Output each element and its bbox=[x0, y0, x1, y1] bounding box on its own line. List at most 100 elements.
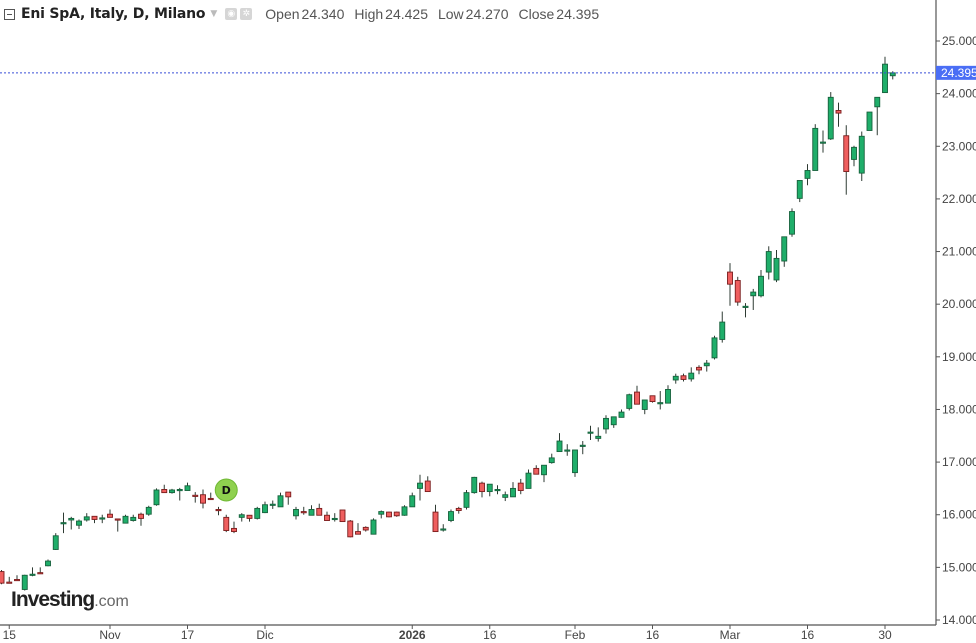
candle[interactable] bbox=[207, 492, 214, 501]
candle[interactable] bbox=[52, 533, 59, 550]
candle[interactable] bbox=[91, 515, 98, 524]
candle[interactable] bbox=[711, 335, 718, 360]
candle[interactable] bbox=[626, 393, 633, 411]
candle[interactable] bbox=[688, 367, 695, 382]
candle[interactable] bbox=[634, 385, 640, 405]
candle[interactable] bbox=[734, 276, 741, 306]
candle[interactable] bbox=[796, 180, 803, 203]
candle[interactable] bbox=[502, 491, 509, 502]
candle[interactable] bbox=[401, 505, 408, 516]
candle[interactable] bbox=[176, 487, 183, 501]
candle[interactable] bbox=[517, 478, 524, 495]
candle[interactable] bbox=[579, 441, 586, 455]
candle[interactable] bbox=[269, 500, 276, 509]
candle[interactable] bbox=[21, 574, 28, 591]
candle[interactable] bbox=[370, 518, 377, 535]
candle[interactable] bbox=[719, 311, 726, 343]
candle[interactable] bbox=[246, 514, 253, 522]
candle[interactable] bbox=[99, 514, 106, 524]
candle[interactable] bbox=[595, 427, 602, 442]
candle[interactable] bbox=[68, 516, 75, 530]
candle[interactable] bbox=[184, 482, 191, 491]
investing-logo[interactable]: Investing.com bbox=[11, 588, 129, 612]
candle[interactable] bbox=[14, 575, 20, 582]
candle[interactable] bbox=[827, 92, 834, 140]
candle[interactable] bbox=[820, 130, 826, 153]
candle[interactable] bbox=[192, 492, 199, 503]
candle[interactable] bbox=[347, 519, 354, 538]
candle[interactable] bbox=[339, 509, 346, 523]
candle[interactable] bbox=[238, 513, 245, 522]
candle[interactable] bbox=[138, 512, 144, 526]
candle[interactable] bbox=[277, 492, 284, 508]
candle[interactable] bbox=[455, 506, 462, 514]
candle[interactable] bbox=[533, 465, 540, 475]
candle[interactable] bbox=[393, 511, 400, 517]
candle[interactable] bbox=[804, 164, 811, 186]
candle[interactable] bbox=[409, 492, 416, 508]
candle[interactable] bbox=[83, 513, 90, 522]
candle[interactable] bbox=[548, 453, 555, 464]
candle[interactable] bbox=[773, 249, 780, 283]
candle[interactable] bbox=[308, 505, 315, 516]
candle[interactable] bbox=[114, 518, 121, 532]
candle[interactable] bbox=[564, 444, 571, 456]
candle[interactable] bbox=[161, 484, 168, 494]
candle[interactable] bbox=[649, 395, 656, 403]
candle[interactable] bbox=[541, 464, 547, 483]
instrument-title[interactable]: Eni SpA, Italy, D, Milano bbox=[21, 6, 206, 22]
candle[interactable] bbox=[386, 511, 392, 518]
candle[interactable] bbox=[122, 514, 129, 524]
candle[interactable] bbox=[765, 246, 772, 280]
candle[interactable] bbox=[866, 111, 873, 131]
dividend-marker[interactable]: D bbox=[214, 478, 238, 502]
candle[interactable] bbox=[200, 489, 206, 509]
candle[interactable] bbox=[76, 519, 82, 529]
candle[interactable] bbox=[696, 365, 702, 375]
candle[interactable] bbox=[463, 489, 470, 510]
candle[interactable] bbox=[215, 506, 222, 516]
candle[interactable] bbox=[316, 503, 323, 516]
candle[interactable] bbox=[479, 481, 485, 498]
candle[interactable] bbox=[789, 208, 795, 237]
candle[interactable] bbox=[262, 501, 268, 514]
candle[interactable] bbox=[665, 385, 671, 404]
candle[interactable] bbox=[448, 509, 454, 523]
candle[interactable] bbox=[882, 56, 888, 94]
candle[interactable] bbox=[727, 263, 733, 306]
candle[interactable] bbox=[703, 359, 710, 372]
candle[interactable] bbox=[603, 415, 609, 434]
candle[interactable] bbox=[29, 567, 36, 577]
candle[interactable] bbox=[285, 491, 292, 505]
candle[interactable] bbox=[618, 409, 625, 418]
candle[interactable] bbox=[293, 506, 299, 520]
candle[interactable] bbox=[471, 476, 478, 494]
candle[interactable] bbox=[610, 416, 617, 428]
candle[interactable] bbox=[169, 488, 175, 494]
candle[interactable] bbox=[525, 469, 532, 489]
candle[interactable] bbox=[680, 373, 687, 382]
candle[interactable] bbox=[60, 512, 67, 534]
candle[interactable] bbox=[145, 505, 152, 516]
candle[interactable] bbox=[324, 511, 330, 521]
candle[interactable] bbox=[835, 102, 842, 127]
candle[interactable] bbox=[858, 131, 865, 182]
candle[interactable] bbox=[331, 513, 338, 522]
candle[interactable] bbox=[874, 96, 881, 136]
candle[interactable] bbox=[510, 482, 516, 498]
candle[interactable] bbox=[231, 521, 237, 534]
candle[interactable] bbox=[494, 485, 501, 495]
candle[interactable] bbox=[440, 524, 447, 532]
candle[interactable] bbox=[843, 125, 850, 195]
collapse-icon[interactable] bbox=[4, 8, 15, 20]
candle[interactable] bbox=[758, 269, 764, 298]
candle[interactable] bbox=[107, 509, 113, 518]
chevron-down-icon[interactable]: ▼ bbox=[210, 9, 218, 19]
candle[interactable] bbox=[6, 576, 13, 584]
candle[interactable] bbox=[572, 449, 578, 477]
candle[interactable] bbox=[641, 399, 648, 415]
candle[interactable] bbox=[130, 514, 137, 522]
candle[interactable] bbox=[223, 514, 230, 533]
candle[interactable] bbox=[300, 506, 307, 515]
